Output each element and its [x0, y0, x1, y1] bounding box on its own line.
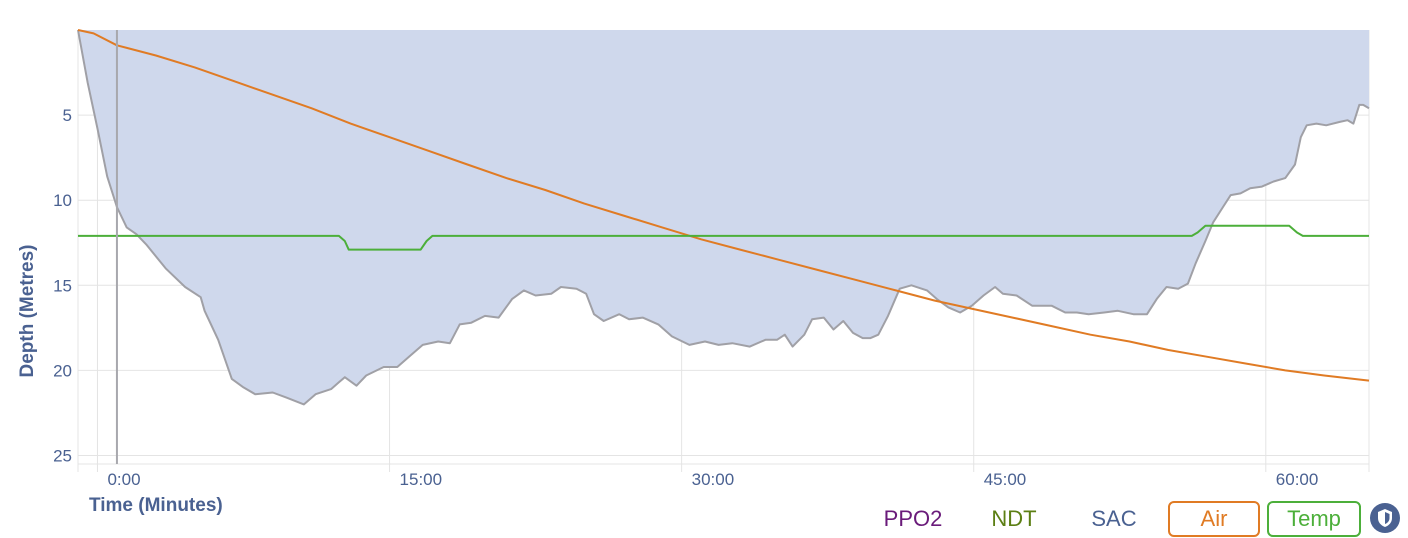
legend-temp[interactable]: Temp: [1267, 501, 1361, 537]
tick-labels: 5 10 15 20 25 0:00 15:00 30:00 45:00 60:00: [53, 106, 1318, 489]
y-tick-label: 10: [53, 191, 72, 210]
air-line: [77, 29, 1370, 382]
y-tick-label: 15: [53, 276, 72, 295]
legend-ppo2[interactable]: PPO2: [883, 506, 943, 531]
shield-glyph-icon: [1378, 509, 1392, 527]
depth-area: [78, 30, 1369, 405]
y-axis-title: Depth (Metres): [17, 244, 38, 377]
x-tick-label: 45:00: [984, 470, 1027, 489]
x-tick-label: 30:00: [692, 470, 735, 489]
x-tick-label: 60:00: [1276, 470, 1319, 489]
depth-line: [77, 29, 1370, 406]
legend-sac[interactable]: SAC: [1091, 506, 1137, 531]
temp-line: [78, 224, 1369, 251]
y-tick-label: 5: [63, 106, 72, 125]
y-tick-label: 20: [53, 361, 72, 380]
y-tick-label: 25: [53, 446, 72, 465]
series-layer: [77, 29, 1370, 464]
x-tick-label: 15:00: [400, 470, 443, 489]
legend-air[interactable]: Air: [1168, 501, 1260, 537]
x-axis-title: Time (Minutes): [89, 495, 223, 516]
x-tick-label: 0:00: [107, 470, 140, 489]
shield-icon[interactable]: [1370, 503, 1400, 533]
legend-ndt[interactable]: NDT: [991, 506, 1037, 531]
